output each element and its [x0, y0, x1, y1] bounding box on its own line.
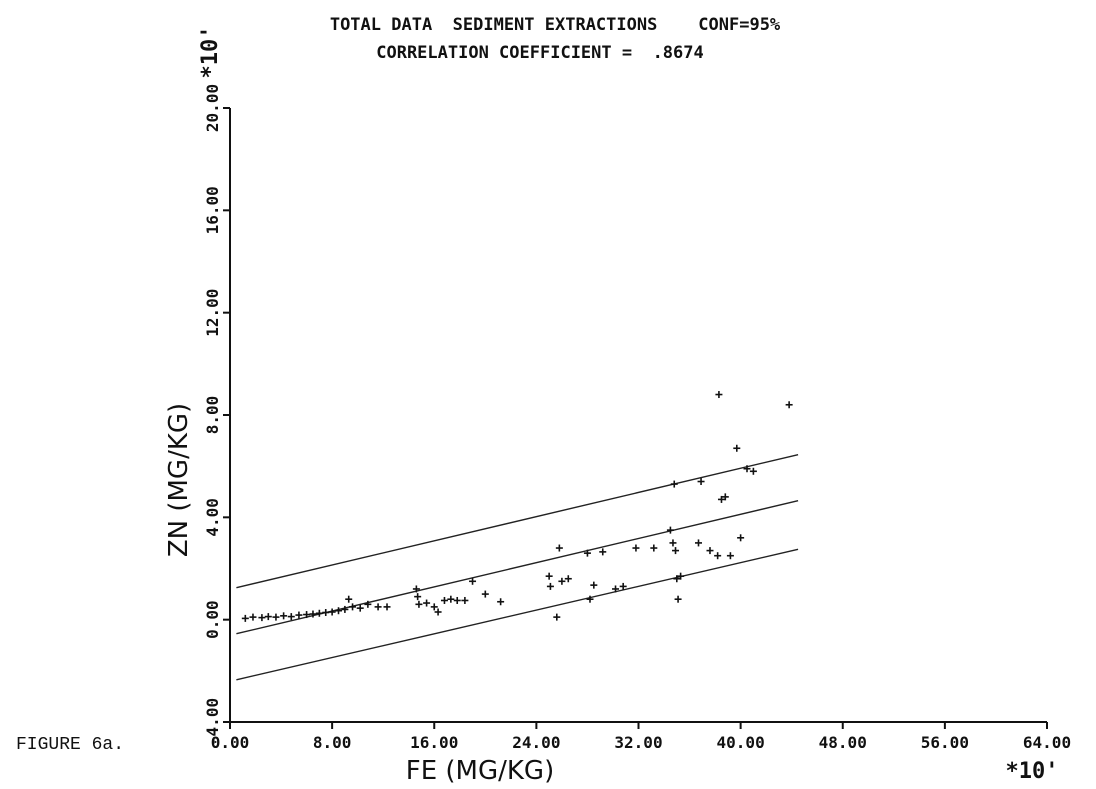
data-point	[785, 401, 793, 409]
data-point	[280, 612, 288, 620]
data-point	[447, 595, 455, 603]
data-point	[583, 549, 591, 557]
y-tick-label: 20.00	[203, 84, 222, 132]
data-point	[706, 547, 714, 555]
data-point	[497, 598, 505, 606]
data-point	[672, 547, 680, 555]
data-point	[415, 600, 423, 608]
data-point	[553, 613, 561, 621]
data-point	[564, 575, 572, 583]
y-tick-label: 16.00	[203, 186, 222, 234]
data-point	[555, 544, 563, 552]
y-axis-label: ZN (MG/KG)	[164, 403, 194, 557]
data-point	[694, 539, 702, 547]
data-point	[249, 613, 257, 621]
x-tick-label: 56.00	[921, 733, 969, 752]
data-point	[599, 548, 607, 556]
data-point	[315, 609, 323, 617]
data-point	[272, 613, 280, 621]
x-tick-label: 40.00	[717, 733, 765, 752]
data-point	[670, 480, 678, 488]
data-point	[619, 582, 627, 590]
data-point	[264, 613, 272, 621]
data-point	[328, 608, 336, 616]
upper-confidence-line	[236, 453, 799, 589]
data-point	[714, 552, 722, 560]
data-point	[469, 577, 477, 585]
data-point	[453, 596, 461, 604]
data-point	[669, 539, 677, 547]
data-point	[345, 595, 353, 603]
data-point	[423, 599, 431, 607]
data-point	[590, 581, 598, 589]
data-point	[356, 604, 364, 612]
data-point	[733, 444, 741, 452]
y-tick-group: -4.00 0.00 4.00 8.00 12.00 16.00 20.00	[203, 84, 230, 746]
x-multiplier: *10'	[1006, 759, 1059, 784]
x-tick-label: 8.00	[313, 733, 352, 752]
data-point	[287, 613, 295, 621]
data-point	[632, 544, 640, 552]
data-point	[241, 614, 249, 622]
data-point	[545, 572, 553, 580]
data-point	[322, 609, 330, 617]
data-point	[414, 593, 422, 601]
data-point	[612, 585, 620, 593]
x-axis-label: FE (MG/KG)	[406, 756, 554, 786]
figure-label: FIGURE 6a.	[16, 735, 124, 755]
x-tick-label: 32.00	[614, 733, 662, 752]
data-point	[677, 572, 685, 580]
data-point	[743, 465, 751, 473]
data-point	[650, 544, 658, 552]
data-point	[461, 596, 469, 604]
data-point	[412, 585, 420, 593]
regression-lines	[236, 453, 799, 681]
data-point	[434, 608, 442, 616]
data-point	[258, 614, 266, 622]
data-point	[749, 467, 757, 475]
y-tick-label: 8.00	[203, 396, 222, 435]
chart-subtitle: CORRELATION COEFFICIENT = .8674	[376, 43, 704, 63]
y-tick-label: 12.00	[203, 289, 222, 337]
data-point	[717, 495, 725, 503]
y-tick-label: 0.00	[203, 600, 222, 639]
data-point	[303, 611, 311, 619]
data-point	[726, 552, 734, 560]
data-point	[481, 590, 489, 598]
chart-title: TOTAL DATA SEDIMENT EXTRACTIONS CONF=95%	[330, 15, 781, 35]
x-tick-label: 16.00	[410, 733, 458, 752]
data-points	[241, 391, 793, 622]
x-tick-label: 48.00	[819, 733, 867, 752]
y-tick-label: 4.00	[203, 498, 222, 537]
data-point	[674, 595, 682, 603]
lower-confidence-line	[236, 548, 799, 681]
data-point	[440, 596, 448, 604]
data-point	[374, 603, 382, 611]
data-point	[430, 603, 438, 611]
data-point	[546, 582, 554, 590]
data-point	[335, 607, 343, 615]
data-point	[715, 391, 723, 399]
data-point	[341, 605, 349, 613]
data-point	[586, 595, 594, 603]
data-point	[383, 603, 391, 611]
data-point	[666, 526, 674, 534]
data-point	[673, 575, 681, 583]
y-tick-label: -4.00	[203, 698, 222, 746]
data-point	[349, 603, 357, 611]
x-tick-label: 0.00	[211, 733, 250, 752]
data-point	[558, 577, 566, 585]
x-tick-label: 24.00	[512, 733, 560, 752]
data-point	[721, 493, 729, 501]
data-point	[295, 611, 303, 619]
data-point	[364, 600, 372, 608]
x-tick-group: 0.00 8.00 16.00 24.00 32.00 40.00 48.00 56.00 64…	[211, 722, 1071, 752]
x-tick-label: 64.00	[1023, 733, 1071, 752]
y-multiplier: *10'	[198, 26, 223, 79]
data-point	[309, 610, 317, 618]
data-point	[697, 478, 705, 486]
data-point	[737, 534, 745, 542]
